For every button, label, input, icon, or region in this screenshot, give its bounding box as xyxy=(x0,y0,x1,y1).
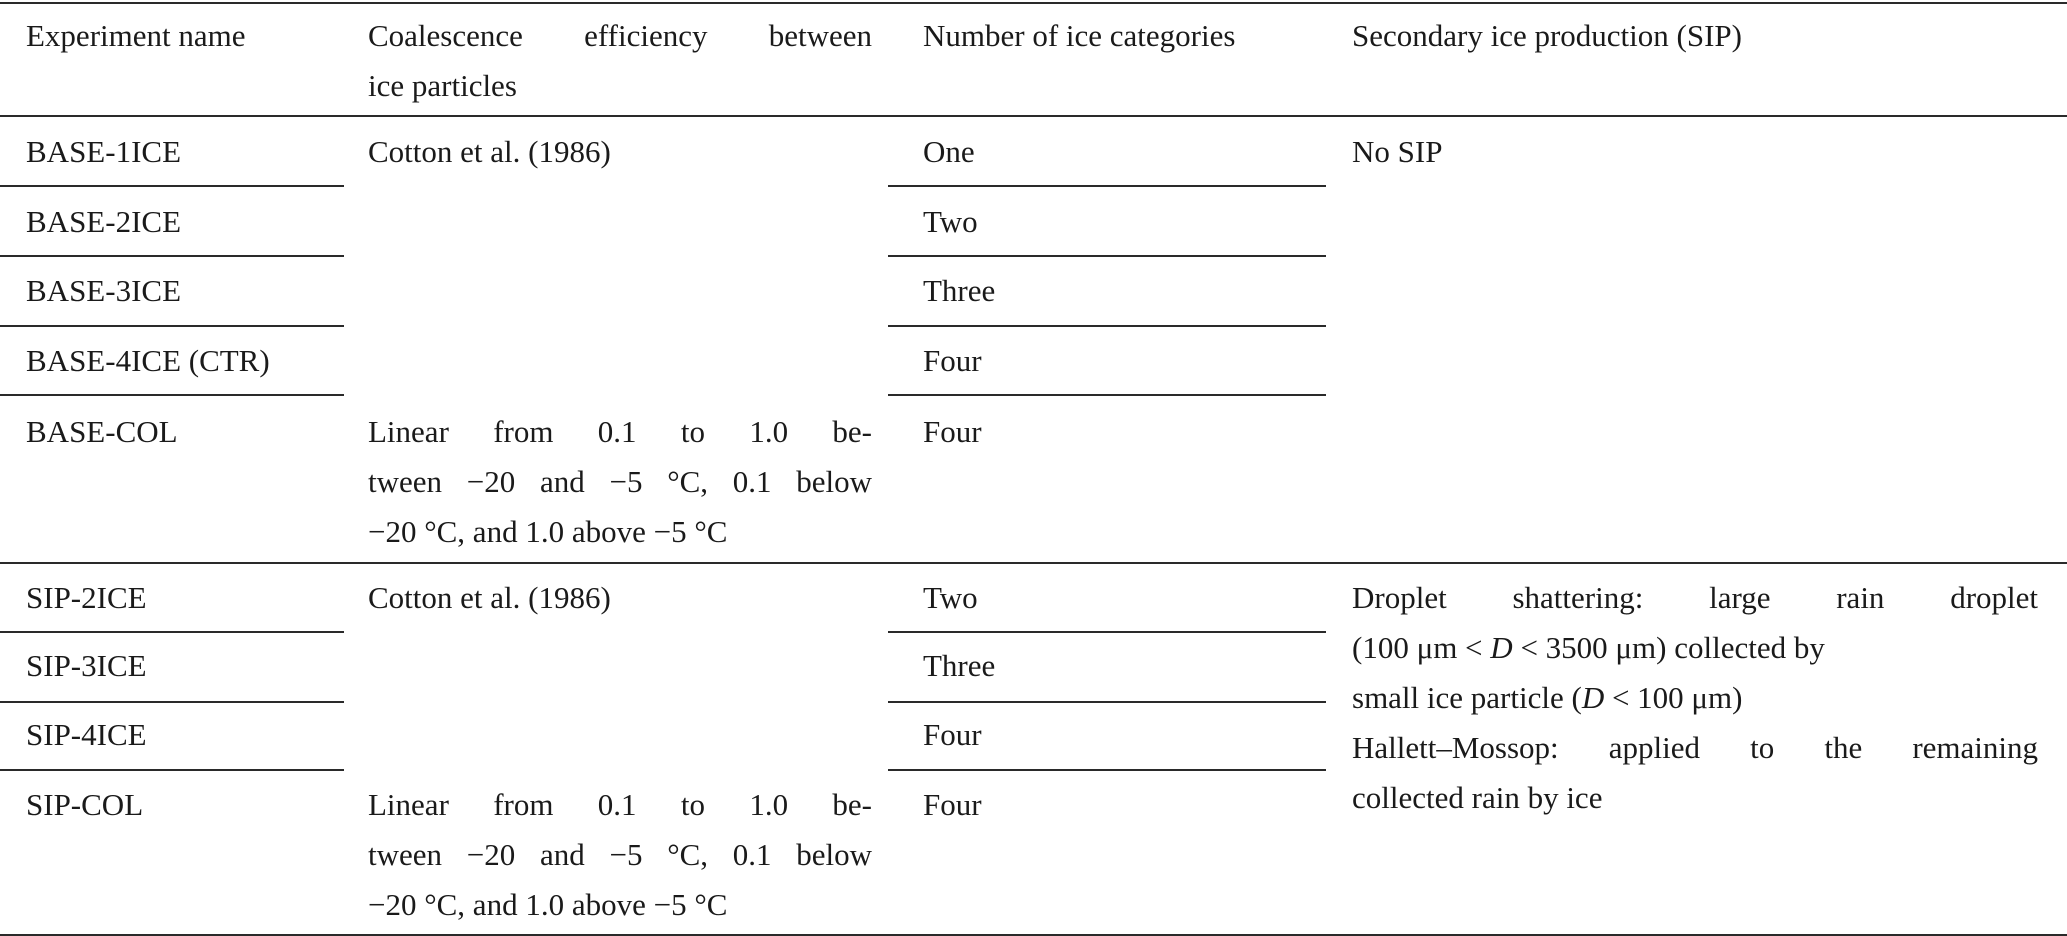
row-rule xyxy=(888,325,1326,327)
experiment-name: BASE-1ICE xyxy=(26,134,181,169)
ice-categories: Four xyxy=(923,717,982,752)
row-rule xyxy=(0,325,344,327)
header-ice-categories: Number of ice categories xyxy=(923,11,1235,61)
ice-categories: Four xyxy=(923,343,982,378)
ice-categories: One xyxy=(923,134,975,169)
coalescence-linear: Linear from 0.1 to 1.0 be-tween −20 and … xyxy=(368,780,872,930)
coalescence-linear-line: tween −20 and −5 °C, 0.1 below xyxy=(368,464,872,499)
row-rule xyxy=(0,394,344,396)
header-coalescence-line: Coalescence efficiency between xyxy=(368,18,872,53)
coalescence-linear-line: tween −20 and −5 °C, 0.1 below xyxy=(368,837,872,872)
coalescence-cotton: Cotton et al. (1986) xyxy=(368,580,611,615)
coalescence-linear-line: −20 °C, and 1.0 above −5 °C xyxy=(368,514,728,549)
row-rule xyxy=(0,701,344,703)
row-rule xyxy=(0,631,344,633)
sip-line: (100 μm < D < 3500 μm) collected by xyxy=(1352,630,1825,665)
group-rule xyxy=(0,562,2067,564)
row-rule xyxy=(888,769,1326,771)
experiment-name: BASE-3ICE xyxy=(26,273,181,308)
header-experiment-name: Experiment name xyxy=(26,11,246,61)
ice-categories: Four xyxy=(923,787,982,822)
row-rule xyxy=(888,255,1326,257)
sip-line: collected rain by ice xyxy=(1352,780,1603,815)
header-coalescence-line: ice particles xyxy=(368,68,517,103)
ice-categories: Two xyxy=(923,580,978,615)
row-rule xyxy=(0,769,344,771)
bottom-rule xyxy=(0,934,2067,936)
experiment-name: SIP-3ICE xyxy=(26,648,147,683)
ice-categories: Three xyxy=(923,273,996,308)
row-rule xyxy=(0,255,344,257)
header-experiment-name-line: Experiment name xyxy=(26,18,246,53)
row-rule xyxy=(888,631,1326,633)
header-ice-categories-line: Number of ice categories xyxy=(923,18,1236,53)
sip-line: Droplet shattering: large rain droplet xyxy=(1352,580,2038,615)
header-coalescence: Coalescence efficiency between ice partic… xyxy=(368,11,872,111)
coalescence-cotton: Cotton et al. (1986) xyxy=(368,134,611,169)
sip-none: No SIP xyxy=(1352,134,1443,169)
row-rule xyxy=(0,185,344,187)
experiment-name: BASE-4ICE (CTR) xyxy=(26,343,270,378)
sip-line: Hallett–Mossop: applied to the remaining xyxy=(1352,730,2038,765)
coalescence-linear: Linear from 0.1 to 1.0 be-tween −20 and … xyxy=(368,407,872,557)
row-rule xyxy=(888,185,1326,187)
experiment-name: SIP-COL xyxy=(26,787,144,822)
header-sip: Secondary ice production (SIP) xyxy=(1352,11,1742,61)
ice-categories: Two xyxy=(923,204,978,239)
top-rule xyxy=(0,2,2067,4)
experiment-name: SIP-2ICE xyxy=(26,580,147,615)
row-rule xyxy=(888,701,1326,703)
coalescence-linear-line: Linear from 0.1 to 1.0 be- xyxy=(368,414,872,449)
header-sip-line: Secondary ice production (SIP) xyxy=(1352,18,1742,53)
ice-categories: Three xyxy=(923,648,996,683)
sip-line: small ice particle (D < 100 μm) xyxy=(1352,680,1743,715)
coalescence-linear-line: Linear from 0.1 to 1.0 be- xyxy=(368,787,872,822)
row-rule xyxy=(888,394,1326,396)
sip-description: Droplet shattering: large rain droplet (1… xyxy=(1352,573,2038,823)
header-rule xyxy=(0,115,2067,117)
experiment-name: BASE-2ICE xyxy=(26,204,181,239)
experiment-name: SIP-4ICE xyxy=(26,717,147,752)
ice-categories: Four xyxy=(923,414,982,449)
experiment-name: BASE-COL xyxy=(26,414,178,449)
coalescence-linear-line: −20 °C, and 1.0 above −5 °C xyxy=(368,887,728,922)
